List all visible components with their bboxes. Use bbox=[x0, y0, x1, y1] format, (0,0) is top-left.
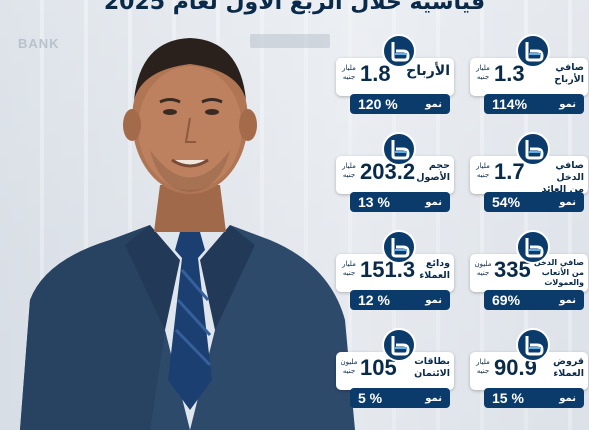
growth-badge: نمو 69% bbox=[484, 290, 584, 310]
growth-value: 120 % bbox=[358, 96, 398, 112]
card-net-interest-income: مليار جنيه 1.7 صافي الدخل من العائد نمو … bbox=[470, 132, 588, 212]
card-profits: مليار جنيه 1.8 الأرباح نمو 120 % bbox=[336, 34, 454, 114]
stat-unit: مليار جنيه bbox=[342, 64, 356, 81]
growth-word: نمو bbox=[425, 392, 442, 404]
card-customer-deposits: مليار جنيه 151.3 ودائع العملاء نمو 12 % bbox=[336, 230, 454, 310]
growth-badge: نمو 120 % bbox=[350, 94, 450, 114]
bank-logo-icon bbox=[382, 328, 416, 362]
growth-word: نمو bbox=[425, 294, 442, 306]
stat-label: ودائع العملاء bbox=[419, 258, 450, 281]
stat-label: قروض العملاء bbox=[553, 356, 584, 379]
stat-value: 1.7 bbox=[494, 159, 525, 184]
growth-value: 54% bbox=[492, 194, 521, 210]
stat-unit: مليون جنيه bbox=[474, 260, 492, 277]
stat-value: 1.3 bbox=[494, 61, 525, 86]
growth-word: نمو bbox=[425, 98, 442, 110]
stat-label: صافي الأرباح bbox=[554, 62, 584, 85]
stat-label: حجم الأصول bbox=[416, 160, 450, 183]
growth-value: 114% bbox=[492, 96, 528, 112]
stat-unit: مليون جنيه bbox=[340, 358, 358, 375]
growth-badge: نمو 114% bbox=[484, 94, 584, 114]
growth-badge: نمو 12 % bbox=[350, 290, 450, 310]
growth-value: 12 % bbox=[358, 292, 390, 308]
card-total-assets: مليار جنيه 203.2 حجم الأصول نمو 13 % bbox=[336, 132, 454, 212]
growth-value: 13 % bbox=[358, 194, 390, 210]
stat-unit: مليار جنيه bbox=[342, 260, 356, 277]
growth-badge: نمو 15 % bbox=[484, 388, 584, 408]
bank-logo-icon bbox=[516, 230, 550, 264]
card-customer-loans: مليار جنيه 90.9 قروض العملاء نمو 15 % bbox=[470, 328, 588, 408]
bank-sign: BANK bbox=[18, 36, 60, 51]
bank-logo-icon bbox=[516, 132, 550, 166]
bank-sign-arabic bbox=[250, 34, 330, 48]
stat-value: 1.8 bbox=[360, 61, 391, 86]
bank-logo-icon bbox=[382, 34, 416, 68]
growth-badge: نمو 54% bbox=[484, 192, 584, 212]
growth-word: نمو bbox=[425, 196, 442, 208]
growth-word: نمو bbox=[559, 98, 576, 110]
stat-label: صافي الدخل من الأتعاب والعمولات bbox=[533, 258, 584, 287]
stat-box: مليار جنيه 1.8 الأرباح bbox=[336, 58, 454, 96]
executive-portrait bbox=[20, 38, 355, 430]
bank-logo-icon bbox=[382, 132, 416, 166]
headline: قياسية خلال الربع الأول لعام 2025 bbox=[103, 0, 486, 15]
bank-logo-icon bbox=[382, 230, 416, 264]
stat-unit: مليار جنيه bbox=[476, 64, 490, 81]
growth-badge: نمو 13 % bbox=[350, 192, 450, 212]
stat-unit: مليار جنيه bbox=[342, 162, 356, 179]
bank-logo-icon bbox=[516, 328, 550, 362]
card-net-profit: مليار جنيه 1.3 صافي الأرباح نمو 114% bbox=[470, 34, 588, 114]
bank-logo-icon bbox=[516, 34, 550, 68]
card-credit-cards: مليون جنيه 105 بطاقات الائتمان نمو 5 % bbox=[336, 328, 454, 408]
stat-label: صافي الدخل من العائد bbox=[541, 160, 584, 195]
growth-badge: نمو 5 % bbox=[350, 388, 450, 408]
stat-label: الأرباح bbox=[406, 63, 450, 79]
growth-word: نمو bbox=[559, 196, 576, 208]
growth-word: نمو bbox=[559, 392, 576, 404]
growth-value: 15 % bbox=[492, 390, 524, 406]
stat-box: مليار جنيه 203.2 حجم الأصول bbox=[336, 156, 454, 194]
growth-value: 5 % bbox=[358, 390, 383, 406]
stat-unit: مليار جنيه bbox=[476, 358, 490, 375]
stat-unit: مليار جنيه bbox=[476, 162, 490, 179]
growth-word: نمو bbox=[559, 294, 576, 306]
card-fee-income: مليون جنيه 335 صافي الدخل من الأتعاب وال… bbox=[470, 230, 588, 310]
stat-label: بطاقات الائتمان bbox=[414, 356, 450, 379]
growth-value: 69% bbox=[492, 292, 521, 308]
